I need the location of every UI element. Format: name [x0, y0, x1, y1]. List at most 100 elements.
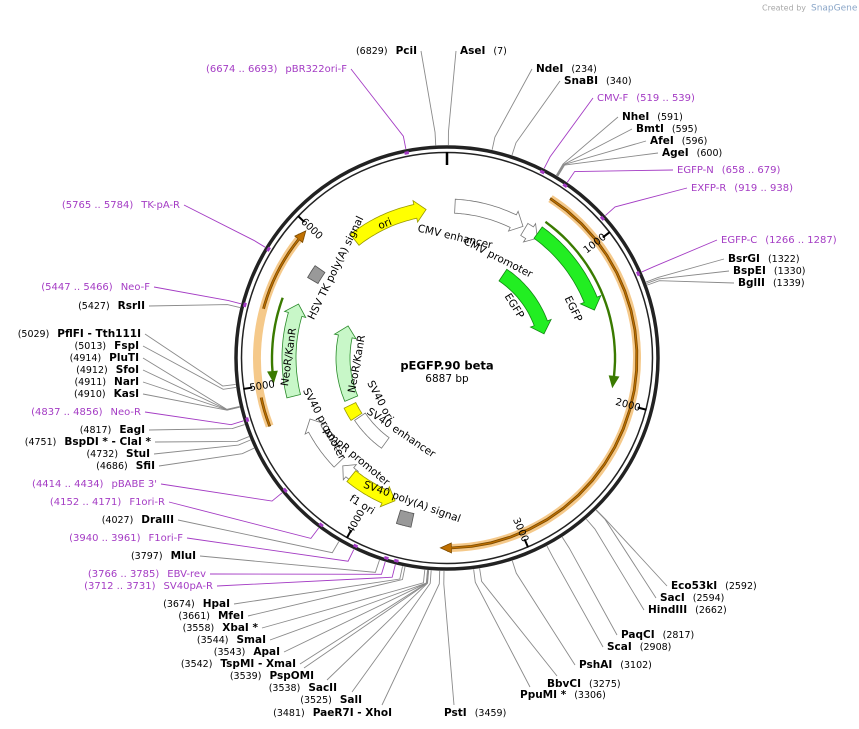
site-label: (3539) PspOMI — [230, 670, 314, 682]
site-position: (2817) — [663, 630, 695, 641]
primer-name: CMV-F — [597, 93, 628, 104]
site-position: (3544) — [197, 635, 229, 646]
primer-position: (4414 .. 4434) — [32, 479, 104, 490]
site-leader — [148, 304, 241, 309]
site-leader — [561, 536, 618, 636]
primer-site — [282, 487, 288, 493]
brand[interactable]: SnapGene — [811, 4, 858, 14]
primer-leader — [350, 68, 407, 150]
site-label: NheI (591) — [622, 111, 683, 123]
site-label: (3538) SacII — [269, 682, 337, 694]
scale-label: 4000 — [346, 508, 368, 536]
feature-arrow — [520, 222, 538, 243]
site-position: (5427) — [78, 301, 110, 312]
orf-arrow — [439, 197, 639, 554]
primer-leader — [144, 411, 244, 426]
primer-leader — [566, 169, 674, 183]
site-leader — [142, 369, 240, 411]
feature-arrow — [533, 226, 602, 311]
primer-position: (658 .. 679) — [722, 165, 781, 176]
site-position: (3102) — [620, 660, 652, 671]
scale-tick — [297, 215, 306, 223]
site-position: (3797) — [131, 551, 163, 562]
site-position: (3459) — [475, 708, 507, 719]
site-leader — [646, 270, 730, 284]
site-label: PaqCI (2817) — [621, 629, 694, 641]
site-label: AseI (7) — [460, 45, 507, 57]
site-position: (3481) — [273, 708, 305, 719]
primer-label: (5447 .. 5466) Neo-F — [41, 282, 150, 293]
site-position: (3539) — [230, 671, 262, 682]
site-label: (5427) RsrII — [78, 300, 145, 312]
site-leader — [443, 570, 455, 706]
site-label: (4027) DraIII — [102, 514, 174, 526]
site-name: DraIII — [141, 514, 174, 526]
site-label: Eco53kI (2592) — [671, 580, 757, 592]
feature-label: EGFP — [562, 294, 585, 324]
site-name: SacI — [660, 592, 685, 604]
site-position: (3543) — [214, 647, 246, 658]
site-leader — [491, 68, 533, 150]
site-name: AseI — [460, 45, 485, 57]
site-name: MfeI — [218, 610, 244, 622]
site-leader — [269, 570, 428, 641]
site-label: (4914) PluTI — [70, 352, 139, 364]
feature-label: ori — [376, 216, 393, 232]
site-label: AgeI (600) — [662, 147, 722, 159]
site-position: (4914) — [70, 353, 102, 364]
primer-name: SV40pA-R — [164, 581, 213, 592]
site-name: AgeI — [662, 147, 689, 159]
site-leader — [148, 424, 245, 431]
site-leader — [555, 116, 619, 176]
site-leader — [233, 566, 403, 605]
site-leader — [303, 570, 429, 669]
site-leader — [142, 357, 240, 410]
primer-site — [393, 558, 399, 563]
site-label: (3542) TspMI - XmaI — [181, 658, 296, 670]
site-name: PflFI - Tth111I — [57, 328, 141, 340]
feature-arrow — [343, 401, 363, 421]
primer-name: EBV-rev — [167, 569, 206, 580]
primer-position: (4152 .. 4171) — [50, 497, 122, 508]
site-label: (4911) NarI — [74, 376, 139, 388]
feature-arrow — [349, 199, 427, 246]
site-name: PaeR7I - XhoI — [313, 707, 392, 719]
site-position: (4751) — [25, 437, 57, 448]
primer-site — [404, 151, 410, 155]
orf-band — [254, 308, 267, 399]
site-name: HindIII — [648, 604, 687, 616]
site-position: (6829) — [356, 46, 388, 57]
site-position: (1322) — [768, 254, 800, 265]
site-position: (4686) — [96, 461, 128, 472]
primer-name: EGFP-N — [677, 165, 714, 176]
site-label: (4732) StuI — [86, 448, 150, 460]
site-position: (340) — [606, 76, 632, 87]
site-name: SmaI — [237, 634, 267, 646]
scale-tick — [345, 529, 353, 539]
site-position: (2592) — [725, 581, 757, 592]
site-name: PpuMI * — [520, 689, 567, 701]
feature-arrow — [333, 325, 359, 402]
site-position: (1339) — [773, 278, 805, 289]
site-label: (4910) KasI — [74, 388, 139, 400]
site-position: (591) — [657, 112, 683, 123]
site-name: BspDI * - ClaI * — [64, 436, 151, 448]
site-leader — [556, 128, 633, 176]
site-name: SnaBI — [564, 75, 598, 87]
feature-arrow — [346, 470, 396, 508]
cds-line — [544, 220, 620, 389]
primer-site — [539, 169, 545, 175]
site-leader — [351, 570, 432, 693]
backbone-outer — [234, 145, 660, 571]
site-leader — [381, 570, 441, 706]
site-leader — [473, 569, 531, 688]
primer-site — [383, 555, 389, 561]
site-name: NarI — [114, 376, 139, 388]
site-label: (5013) FspI — [75, 340, 139, 352]
primer-position: (3766 .. 3785) — [88, 569, 160, 580]
site-leader — [199, 555, 380, 573]
primer-label: (4414 .. 4434) pBABE 3' — [32, 479, 157, 490]
site-position: (4817) — [80, 425, 112, 436]
site-leader — [546, 545, 604, 648]
scale-tick — [637, 406, 647, 411]
